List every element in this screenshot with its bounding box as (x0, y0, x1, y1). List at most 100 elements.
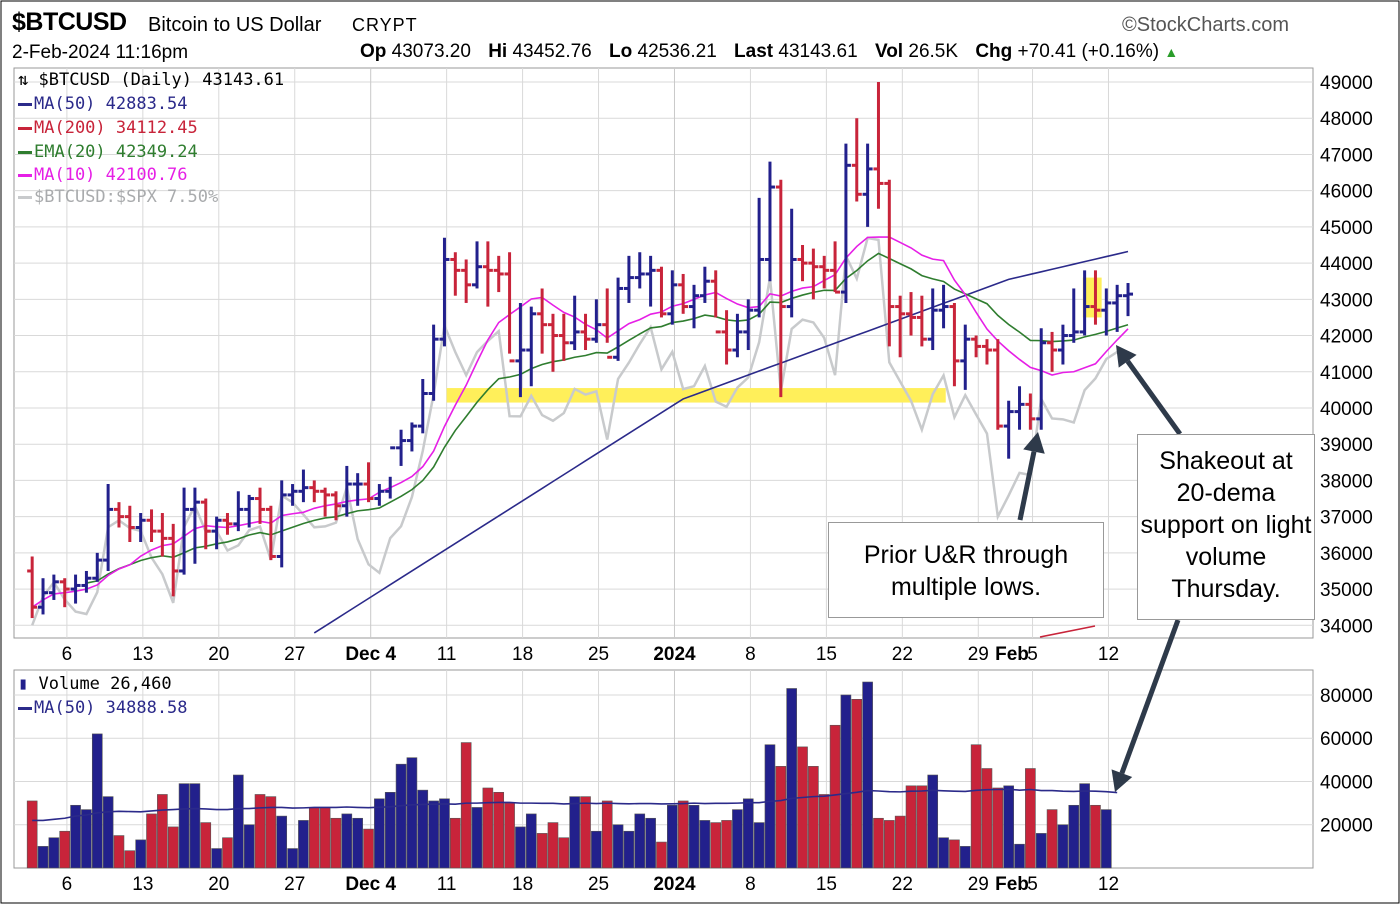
volume-bar (916, 785, 928, 869)
arrow-to-shakeout (1116, 345, 1183, 436)
ohlc-bar (103, 484, 114, 571)
volume-bar (786, 688, 797, 869)
brand-watermark: ©StockCharts.com (1122, 14, 1290, 36)
ohlc-bar (428, 324, 439, 401)
ohlc-bar (1068, 288, 1079, 343)
ma200-line (1039, 625, 1096, 638)
ema20-legend: EMA(20) 42349.24 (18, 142, 198, 162)
volume-bar (26, 800, 38, 869)
volume-x-tick-label: Feb (995, 874, 1029, 895)
volume-x-tick-label: 13 (132, 874, 153, 895)
volume-bar (894, 815, 906, 869)
volume-x-tick-label: 6 (62, 874, 73, 895)
ohlc-bar (764, 161, 775, 282)
volume-bar (764, 744, 776, 869)
ohlc-bar (992, 339, 1003, 430)
volume-bar (959, 846, 971, 869)
ohlc-bar (949, 302, 960, 387)
ohlc-bar (276, 480, 287, 568)
volume-bar (243, 824, 255, 869)
ohlc-bar (1112, 284, 1123, 332)
ohlc-bar (48, 574, 59, 600)
volume-bar (525, 813, 537, 869)
volume-bar (146, 813, 157, 869)
volume-bar (667, 804, 678, 869)
ohlc-bar (406, 422, 417, 452)
price-y-tick-label: 40000 (1320, 399, 1373, 420)
price-x-tick-label: 29 (968, 644, 989, 665)
ohlc-bar (179, 487, 190, 575)
ohlc-bar (938, 284, 949, 329)
volume-x-tick-label: 29 (968, 874, 989, 895)
price-y-tick-label: 47000 (1320, 145, 1373, 166)
ohlc-bar (222, 513, 233, 535)
ohlc-bar (916, 295, 927, 347)
ohlc-bar (1079, 270, 1090, 336)
volume-bar (710, 822, 722, 869)
ohlc-bar (265, 505, 276, 561)
ma200-legend: MA(200) 34112.45 (18, 118, 198, 138)
price-y-tick-label: 39000 (1320, 435, 1373, 456)
volume-bar (1057, 824, 1069, 869)
volume-bar (688, 804, 700, 869)
ohlc-bar (927, 288, 938, 351)
price-y-tick-label: 42000 (1320, 327, 1373, 348)
vol-label: Vol (874, 41, 904, 62)
open-label: Op (360, 41, 387, 62)
volume-x-tick-label: 2024 (653, 874, 696, 895)
volume-bar (808, 766, 819, 869)
volume-x-tick-label: 18 (512, 874, 533, 895)
ohlc-bar (623, 255, 634, 303)
vol-ma50-legend: MA(50) 34888.58 (18, 698, 188, 718)
price-x-tick-label: 18 (512, 644, 533, 665)
arrow-to-shakeout-shaft (1125, 359, 1183, 436)
ohlc-bar (710, 270, 721, 334)
ohlc-bar (1025, 393, 1036, 430)
volume-bar (1068, 804, 1080, 869)
volume-bar (981, 768, 993, 869)
callout-shakeout: Shakeout at 20-dema support on light vol… (1137, 434, 1315, 620)
volume-bar (504, 802, 515, 869)
volume-bar (287, 848, 298, 869)
price-x-tick-label: 25 (588, 644, 609, 665)
volume-bar (547, 822, 559, 869)
volume-x-tick-label: 5 (1027, 874, 1038, 895)
volume-bar (439, 798, 450, 869)
volume-bar (1090, 804, 1101, 869)
volume-bar (493, 792, 505, 869)
volume-bar (862, 681, 873, 869)
volume-y-tick-label: 80000 (1320, 686, 1373, 707)
price-y-tick-label: 45000 (1320, 218, 1373, 239)
ma200-legend-text: MA(200) 34112.45 (34, 118, 198, 138)
ohlc-bar (873, 82, 884, 209)
ohlc-bar (92, 552, 103, 582)
ohlc-bar (808, 248, 819, 300)
volume-x-tick-label: 8 (745, 874, 756, 895)
ohlc-bar (200, 498, 211, 550)
ohlc-bar (157, 513, 168, 557)
price-x-tick-label: Dec 4 (345, 644, 396, 665)
chart-symbol: $BTCUSD (12, 8, 127, 36)
price-x-tick-label: 6 (62, 644, 73, 665)
volume-bar (428, 800, 439, 869)
ohlc-bar (146, 509, 157, 542)
ohlc-bar (135, 513, 146, 542)
last-value: 43143.61 (778, 41, 858, 62)
ma50-legend-text: MA(50) 42883.54 (34, 94, 188, 114)
ohlc-bar (320, 487, 331, 517)
price-x-tick-label: 8 (745, 644, 756, 665)
volume-bar (211, 848, 222, 869)
ohlc-bar (689, 284, 700, 329)
volume-bar (1101, 809, 1112, 869)
ohlc-bar (613, 277, 624, 361)
ohlc-bar (244, 494, 255, 528)
volume-bar (742, 798, 754, 869)
ma50-legend: MA(50) 42883.54 (18, 94, 188, 114)
volume-bar (623, 830, 635, 869)
ohlc-bar (743, 299, 754, 351)
ohlc-bar (862, 143, 873, 227)
volume-bar (222, 837, 233, 869)
ma50-line (313, 250, 1129, 634)
volume-bar (352, 817, 363, 869)
volume-bar (48, 837, 60, 869)
